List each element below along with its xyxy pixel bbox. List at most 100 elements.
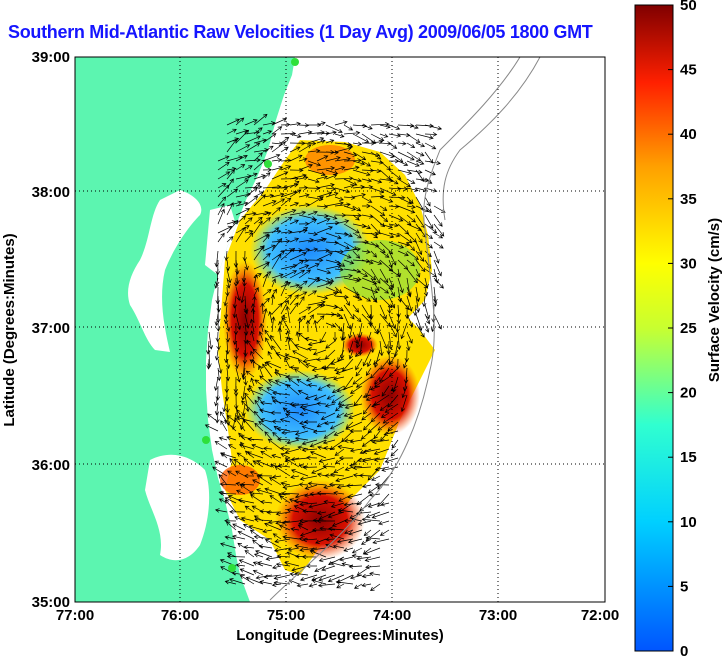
- velocity-arrow: [253, 553, 264, 558]
- velocity-arrow: [334, 448, 345, 456]
- velocity-arrow: [243, 376, 248, 386]
- velocity-arrow: [325, 214, 338, 220]
- velocity-arrow: [348, 529, 363, 536]
- velocity-arrow: [352, 268, 369, 277]
- velocity-arrow: [365, 564, 381, 570]
- velocity-arrow: [236, 452, 246, 459]
- velocity-arrow: [318, 574, 336, 582]
- velocity-arrow: [214, 508, 228, 513]
- velocity-arrow: [343, 165, 360, 171]
- velocity-arrow: [271, 227, 280, 234]
- colorbar-tick-label: 45: [680, 62, 697, 79]
- plot-frame: [74, 56, 606, 603]
- velocity-arrow: [226, 415, 237, 423]
- velocity-arrow: [363, 547, 381, 555]
- depth-contour: [442, 57, 541, 221]
- velocity-arrow: [289, 269, 306, 279]
- velocity-arrow: [336, 385, 354, 393]
- velocity-arrow: [352, 205, 362, 212]
- velocity-arrow: [244, 217, 253, 225]
- velocity-arrow: [220, 542, 237, 549]
- velocity-arrow: [316, 139, 326, 144]
- velocity-arrow: [397, 232, 413, 244]
- velocity-arrow: [216, 322, 221, 332]
- velocity-arrow: [373, 448, 390, 456]
- velocity-arrow: [279, 446, 291, 451]
- velocity-arrow: [360, 430, 372, 440]
- velocity-arrow: [338, 455, 354, 461]
- velocity-arrow: [373, 457, 390, 462]
- velocity-arrow: [243, 545, 255, 550]
- velocity-arrow: [298, 520, 309, 526]
- y-tick-label: 36:00: [32, 457, 70, 474]
- velocity-arrow: [249, 318, 255, 333]
- velocity-arrow: [316, 491, 336, 496]
- velocity-arrow: [242, 250, 248, 262]
- velocity-arrow: [256, 339, 264, 351]
- velocity-arrow: [244, 259, 249, 271]
- velocity-arrow: [325, 340, 336, 349]
- colorbar-tick-label: 20: [680, 385, 697, 402]
- velocity-arrow: [352, 160, 366, 166]
- velocity-arrow: [379, 286, 390, 294]
- velocity-arrow: [262, 363, 273, 378]
- velocity-arrow: [244, 392, 255, 405]
- velocity-arrow: [304, 336, 318, 342]
- velocity-arrow: [371, 511, 390, 519]
- velocity-arrow: [286, 384, 300, 396]
- velocity-arrow: [347, 493, 363, 499]
- velocity-arrow: [379, 205, 388, 211]
- velocity-arrow: [297, 359, 309, 369]
- velocity-arrow: [235, 164, 246, 171]
- velocity-arrow: [268, 311, 273, 324]
- velocity-arrow: [226, 470, 237, 477]
- velocity-arrow: [262, 229, 282, 234]
- velocity-arrow: [325, 304, 339, 309]
- velocity-arrow: [218, 473, 228, 486]
- velocity-arrow: [349, 439, 363, 444]
- velocity-arrow: [302, 465, 318, 470]
- velocity-arrow: [253, 191, 264, 198]
- velocity-arrow: [415, 232, 423, 244]
- velocity-arrow: [234, 516, 246, 522]
- velocity-arrow: [370, 250, 378, 258]
- velocity-arrow: [415, 322, 425, 338]
- velocity-arrow: [284, 353, 300, 360]
- velocity-arrow: [369, 571, 381, 577]
- velocity-arrow: [328, 482, 345, 487]
- velocity-arrow: [424, 196, 431, 207]
- velocity-arrow: [235, 144, 251, 153]
- velocity-arrow: [316, 518, 336, 524]
- velocity-arrow: [333, 367, 345, 372]
- velocity-arrow: [326, 394, 336, 400]
- velocity-arrow: [253, 233, 270, 243]
- velocity-arrow: [423, 286, 429, 297]
- velocity-arrow: [336, 538, 354, 544]
- velocity-arrow: [252, 295, 257, 306]
- velocity-arrow: [294, 543, 309, 549]
- velocity-arrow: [316, 204, 329, 209]
- velocity-arrow: [254, 422, 264, 432]
- velocity-arrow: [248, 384, 255, 396]
- velocity-arrow: [281, 317, 291, 333]
- velocity-arrow: [252, 539, 264, 549]
- velocity-arrow: [260, 499, 273, 505]
- velocity-arrow: [316, 248, 330, 253]
- velocity-arrow: [271, 157, 283, 163]
- velocity-arrow: [214, 403, 220, 416]
- velocity-arrow: [334, 273, 353, 279]
- velocity-arrow: [352, 286, 360, 299]
- velocity-arrow: [433, 286, 438, 304]
- velocity-arrow: [365, 394, 381, 402]
- velocity-arrow: [303, 419, 318, 425]
- delmarva-inlet: [205, 205, 236, 275]
- velocity-arrow: [370, 295, 378, 303]
- velocity-arrow: [433, 223, 445, 237]
- velocity-arrow: [257, 561, 273, 567]
- velocity-arrow: [234, 340, 240, 353]
- velocity-arrow: [298, 175, 309, 181]
- velocity-arrow: [262, 200, 277, 207]
- velocity-arrow: [415, 313, 423, 331]
- velocity-arrow: [307, 258, 324, 263]
- velocity-arrow: [325, 186, 337, 191]
